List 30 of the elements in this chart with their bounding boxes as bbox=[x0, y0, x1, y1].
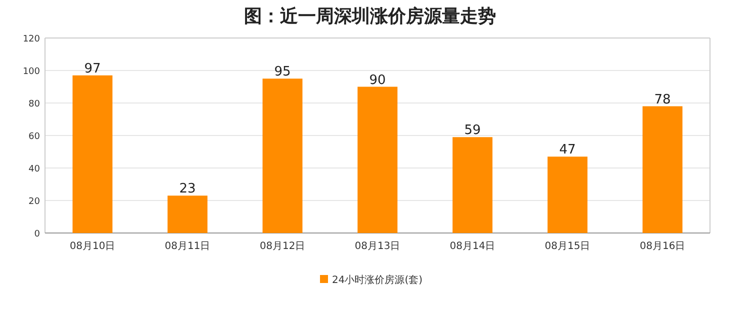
y-tick-label: 0 bbox=[34, 230, 40, 240]
data-label: 90 bbox=[369, 72, 386, 88]
x-tick-label: 08月13日 bbox=[354, 241, 400, 252]
y-tick-label: 80 bbox=[28, 100, 40, 110]
bar bbox=[168, 196, 208, 233]
y-tick-label: 20 bbox=[28, 197, 40, 207]
data-label: 59 bbox=[464, 123, 481, 138]
legend-label: 24小时涨价房源(套) bbox=[332, 274, 423, 286]
x-tick-label: 08月15日 bbox=[544, 241, 590, 252]
y-tick-label: 60 bbox=[28, 132, 40, 142]
bar bbox=[452, 137, 492, 233]
data-label: 47 bbox=[559, 142, 576, 158]
x-tick-label: 08月14日 bbox=[450, 241, 496, 252]
x-tick-label: 08月10日 bbox=[70, 241, 116, 252]
x-tick-label: 08月16日 bbox=[640, 241, 686, 252]
y-tick-label: 100 bbox=[22, 67, 40, 77]
y-tick-label: 120 bbox=[22, 34, 40, 44]
x-tick-label: 08月11日 bbox=[164, 241, 210, 252]
data-label: 23 bbox=[179, 182, 196, 197]
x-tick-label: 08月12日 bbox=[260, 241, 306, 252]
bar bbox=[548, 156, 588, 233]
bar bbox=[72, 75, 112, 233]
bar bbox=[358, 86, 398, 233]
data-label: 78 bbox=[654, 92, 671, 108]
bar bbox=[262, 78, 302, 233]
y-tick-label: 40 bbox=[28, 164, 40, 174]
data-label: 97 bbox=[84, 61, 101, 76]
bar bbox=[642, 106, 682, 233]
data-label: 95 bbox=[274, 64, 291, 80]
title: 图：近一周深圳涨价房源量走势 bbox=[244, 6, 496, 27]
